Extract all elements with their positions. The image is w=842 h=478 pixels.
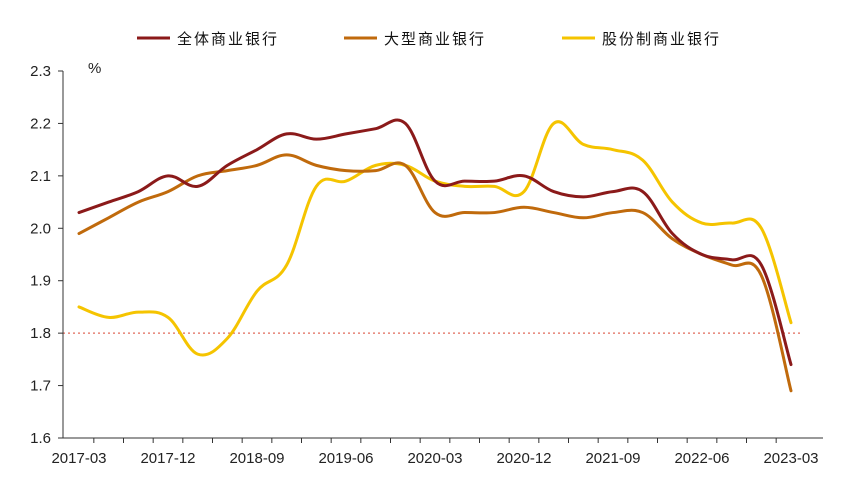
x-tick-label: 2019-06	[318, 450, 373, 467]
y-tick-label: 1.7	[30, 378, 51, 395]
y-tick-label: 2.1	[30, 168, 51, 185]
y-tick-label: 1.8	[30, 325, 51, 342]
legend: 全体商业银行 大型商业银行 股份制商业银行	[137, 30, 721, 48]
y-unit-label: %	[88, 60, 101, 77]
series-line-1	[77, 153, 793, 393]
y-tick-label: 1.6	[30, 430, 51, 447]
series-group	[77, 118, 793, 393]
legend-label-1: 大型商业银行	[384, 30, 486, 48]
x-tick-label: 2017-03	[51, 450, 106, 467]
x-tick-label: 2020-03	[407, 450, 462, 467]
y-tick-label: 1.9	[30, 273, 51, 290]
axes-group: 1.6 1.7 1.8 1.9 2.0 2.1 2.2 2.3 2017-03 2017-12 20…	[30, 63, 823, 467]
y-tick-label: 2.3	[30, 63, 51, 80]
series-line-2	[77, 120, 793, 357]
x-tick-label: 2023-03	[763, 450, 818, 467]
x-tick-label: 2020-12	[496, 450, 551, 467]
x-tick-label: 2022-06	[674, 450, 729, 467]
legend-label-0: 全体商业银行	[177, 30, 279, 48]
x-tick-label: 2021-09	[585, 450, 640, 467]
series-line-0	[77, 118, 793, 367]
x-tick-label: 2017-12	[140, 450, 195, 467]
y-tick-label: 2.2	[30, 115, 51, 132]
x-tick-label: 2018-09	[229, 450, 284, 467]
y-tick-label: 2.0	[30, 220, 51, 237]
legend-label-2: 股份制商业银行	[602, 30, 721, 48]
